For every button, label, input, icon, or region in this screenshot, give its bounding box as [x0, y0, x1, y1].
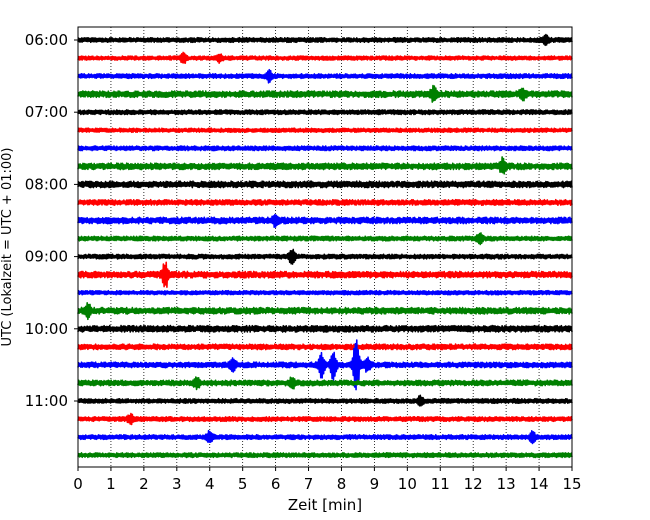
x-tick-label: 0 — [73, 475, 83, 493]
x-tick-label: 13 — [497, 475, 516, 493]
trace-1145 — [77, 452, 573, 459]
trace-0630 — [77, 68, 573, 84]
x-tick-label: 4 — [205, 475, 215, 493]
trace-0600 — [77, 33, 573, 47]
x-tick-label: 2 — [139, 475, 149, 493]
y-axis-ticks: 06:00 07:00 08:00 09:00 10:00 11:00 — [25, 31, 78, 410]
x-tick-label: 9 — [370, 475, 380, 493]
y-tick-label: 11:00 — [25, 392, 68, 410]
x-tick-label: 14 — [530, 475, 549, 493]
y-tick-label: 08:00 — [25, 175, 68, 193]
trace-0930 — [77, 289, 573, 296]
x-tick-label: 15 — [562, 475, 581, 493]
y-tick-label: 09:00 — [25, 248, 68, 266]
trace-0845 — [77, 232, 573, 246]
x-axis-label: Zeit [min] — [288, 496, 362, 514]
x-tick-label: 11 — [431, 475, 450, 493]
trace-0830 — [77, 213, 573, 228]
trace-0700 — [77, 109, 573, 116]
trace-0900 — [77, 248, 573, 265]
x-tick-label: 7 — [304, 475, 314, 493]
trace-1045 — [77, 376, 573, 391]
trace-0745 — [77, 156, 573, 175]
grid-lines — [110, 27, 540, 467]
trace-0800 — [77, 180, 573, 189]
x-tick-label: 12 — [464, 475, 483, 493]
x-axis-ticks: 0 1 2 3 4 5 6 7 8 9 10 11 12 13 14 15 — [73, 467, 582, 493]
trace-1015 — [77, 343, 573, 351]
trace-0945 — [77, 302, 573, 321]
x-tick-label: 5 — [238, 475, 248, 493]
seismic-traces — [77, 33, 573, 459]
x-tick-label: 3 — [172, 475, 182, 493]
x-tick-label: 8 — [337, 475, 347, 493]
plot-background — [78, 27, 572, 467]
trace-1130 — [77, 429, 573, 445]
trace-1000 — [77, 324, 573, 333]
trace-0915 — [77, 261, 573, 288]
x-tick-label: 6 — [271, 475, 281, 493]
trace-1100 — [77, 394, 573, 407]
y-tick-label: 06:00 — [25, 31, 68, 49]
trace-0715 — [77, 127, 573, 134]
y-tick-label: 07:00 — [25, 103, 68, 121]
trace-0730 — [77, 145, 573, 152]
trace-0645 — [77, 84, 573, 103]
x-tick-label: 10 — [398, 475, 417, 493]
plot-frame — [77, 26, 573, 468]
y-axis-label: UTC (Lokalzeit = UTC + 01:00) — [0, 148, 15, 347]
trace-0815 — [77, 198, 573, 207]
trace-0615 — [77, 51, 573, 65]
trace-1030 — [77, 339, 573, 391]
trace-1115 — [77, 412, 573, 426]
y-tick-label: 10:00 — [25, 320, 68, 338]
x-tick-label: 1 — [106, 475, 116, 493]
